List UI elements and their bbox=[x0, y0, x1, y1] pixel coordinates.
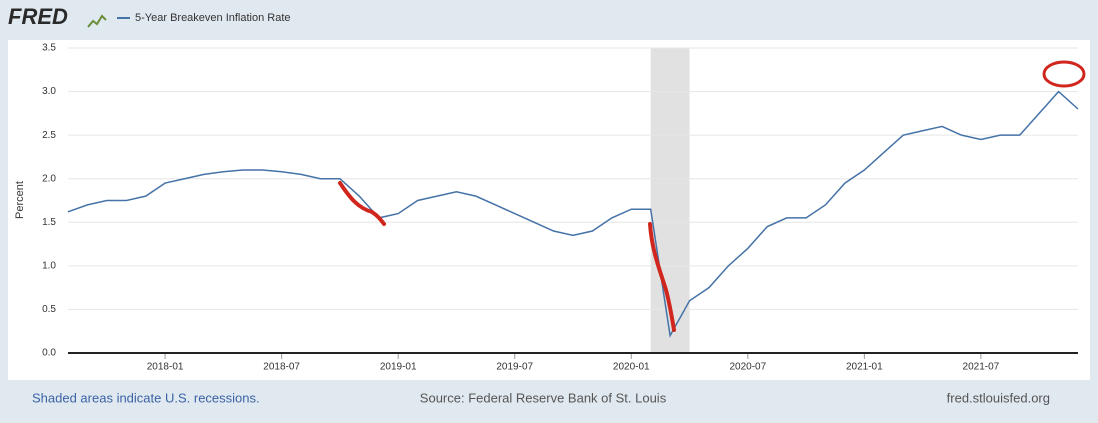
y-tick-label: 2.5 bbox=[42, 130, 56, 141]
data-line bbox=[67, 90, 1079, 338]
y-tick-label: 1.5 bbox=[42, 217, 56, 228]
y-tick-label: 1.0 bbox=[42, 260, 56, 271]
y-tick-label: 3.0 bbox=[42, 86, 56, 97]
y-tick-label: 2.0 bbox=[42, 173, 56, 184]
footer-note[interactable]: Shaded areas indicate U.S. recessions. bbox=[32, 390, 260, 405]
x-tick-label: 2018-01 bbox=[147, 362, 184, 373]
annotation-stroke bbox=[648, 222, 676, 332]
footer-source: Source: Federal Reserve Bank of St. Loui… bbox=[420, 390, 667, 405]
annotations bbox=[338, 60, 1086, 332]
x-tick-label: 2020-07 bbox=[729, 362, 766, 373]
y-tick-label: 3.5 bbox=[42, 43, 56, 54]
annotation-circle bbox=[1042, 60, 1086, 88]
x-tick-label: 2018-07 bbox=[263, 362, 300, 373]
logo-icon bbox=[87, 14, 107, 28]
y-tick-label: 0.5 bbox=[42, 304, 56, 315]
y-tick-label: 0.0 bbox=[42, 348, 56, 359]
legend-label: 5-Year Breakeven Inflation Rate bbox=[135, 12, 291, 24]
plot-panel bbox=[8, 40, 1090, 380]
y-axis-label: Percent bbox=[14, 181, 26, 219]
logo: FRED bbox=[8, 4, 68, 29]
annotation-stroke bbox=[338, 181, 386, 226]
footer-site[interactable]: fred.stlouisfed.org bbox=[947, 390, 1050, 405]
plot: 0.0 0.5 1.0 1.5 2.0 2.5 3.0 3.5 2018-01 2018-07 20… bbox=[42, 43, 1079, 373]
x-tick-label: 2021-01 bbox=[846, 362, 883, 373]
x-tick-label: 2021-07 bbox=[963, 362, 1000, 373]
x-tick-label: 2019-01 bbox=[380, 362, 417, 373]
x-tick-label: 2020-01 bbox=[613, 362, 650, 373]
x-tick-label: 2019-07 bbox=[496, 362, 533, 373]
